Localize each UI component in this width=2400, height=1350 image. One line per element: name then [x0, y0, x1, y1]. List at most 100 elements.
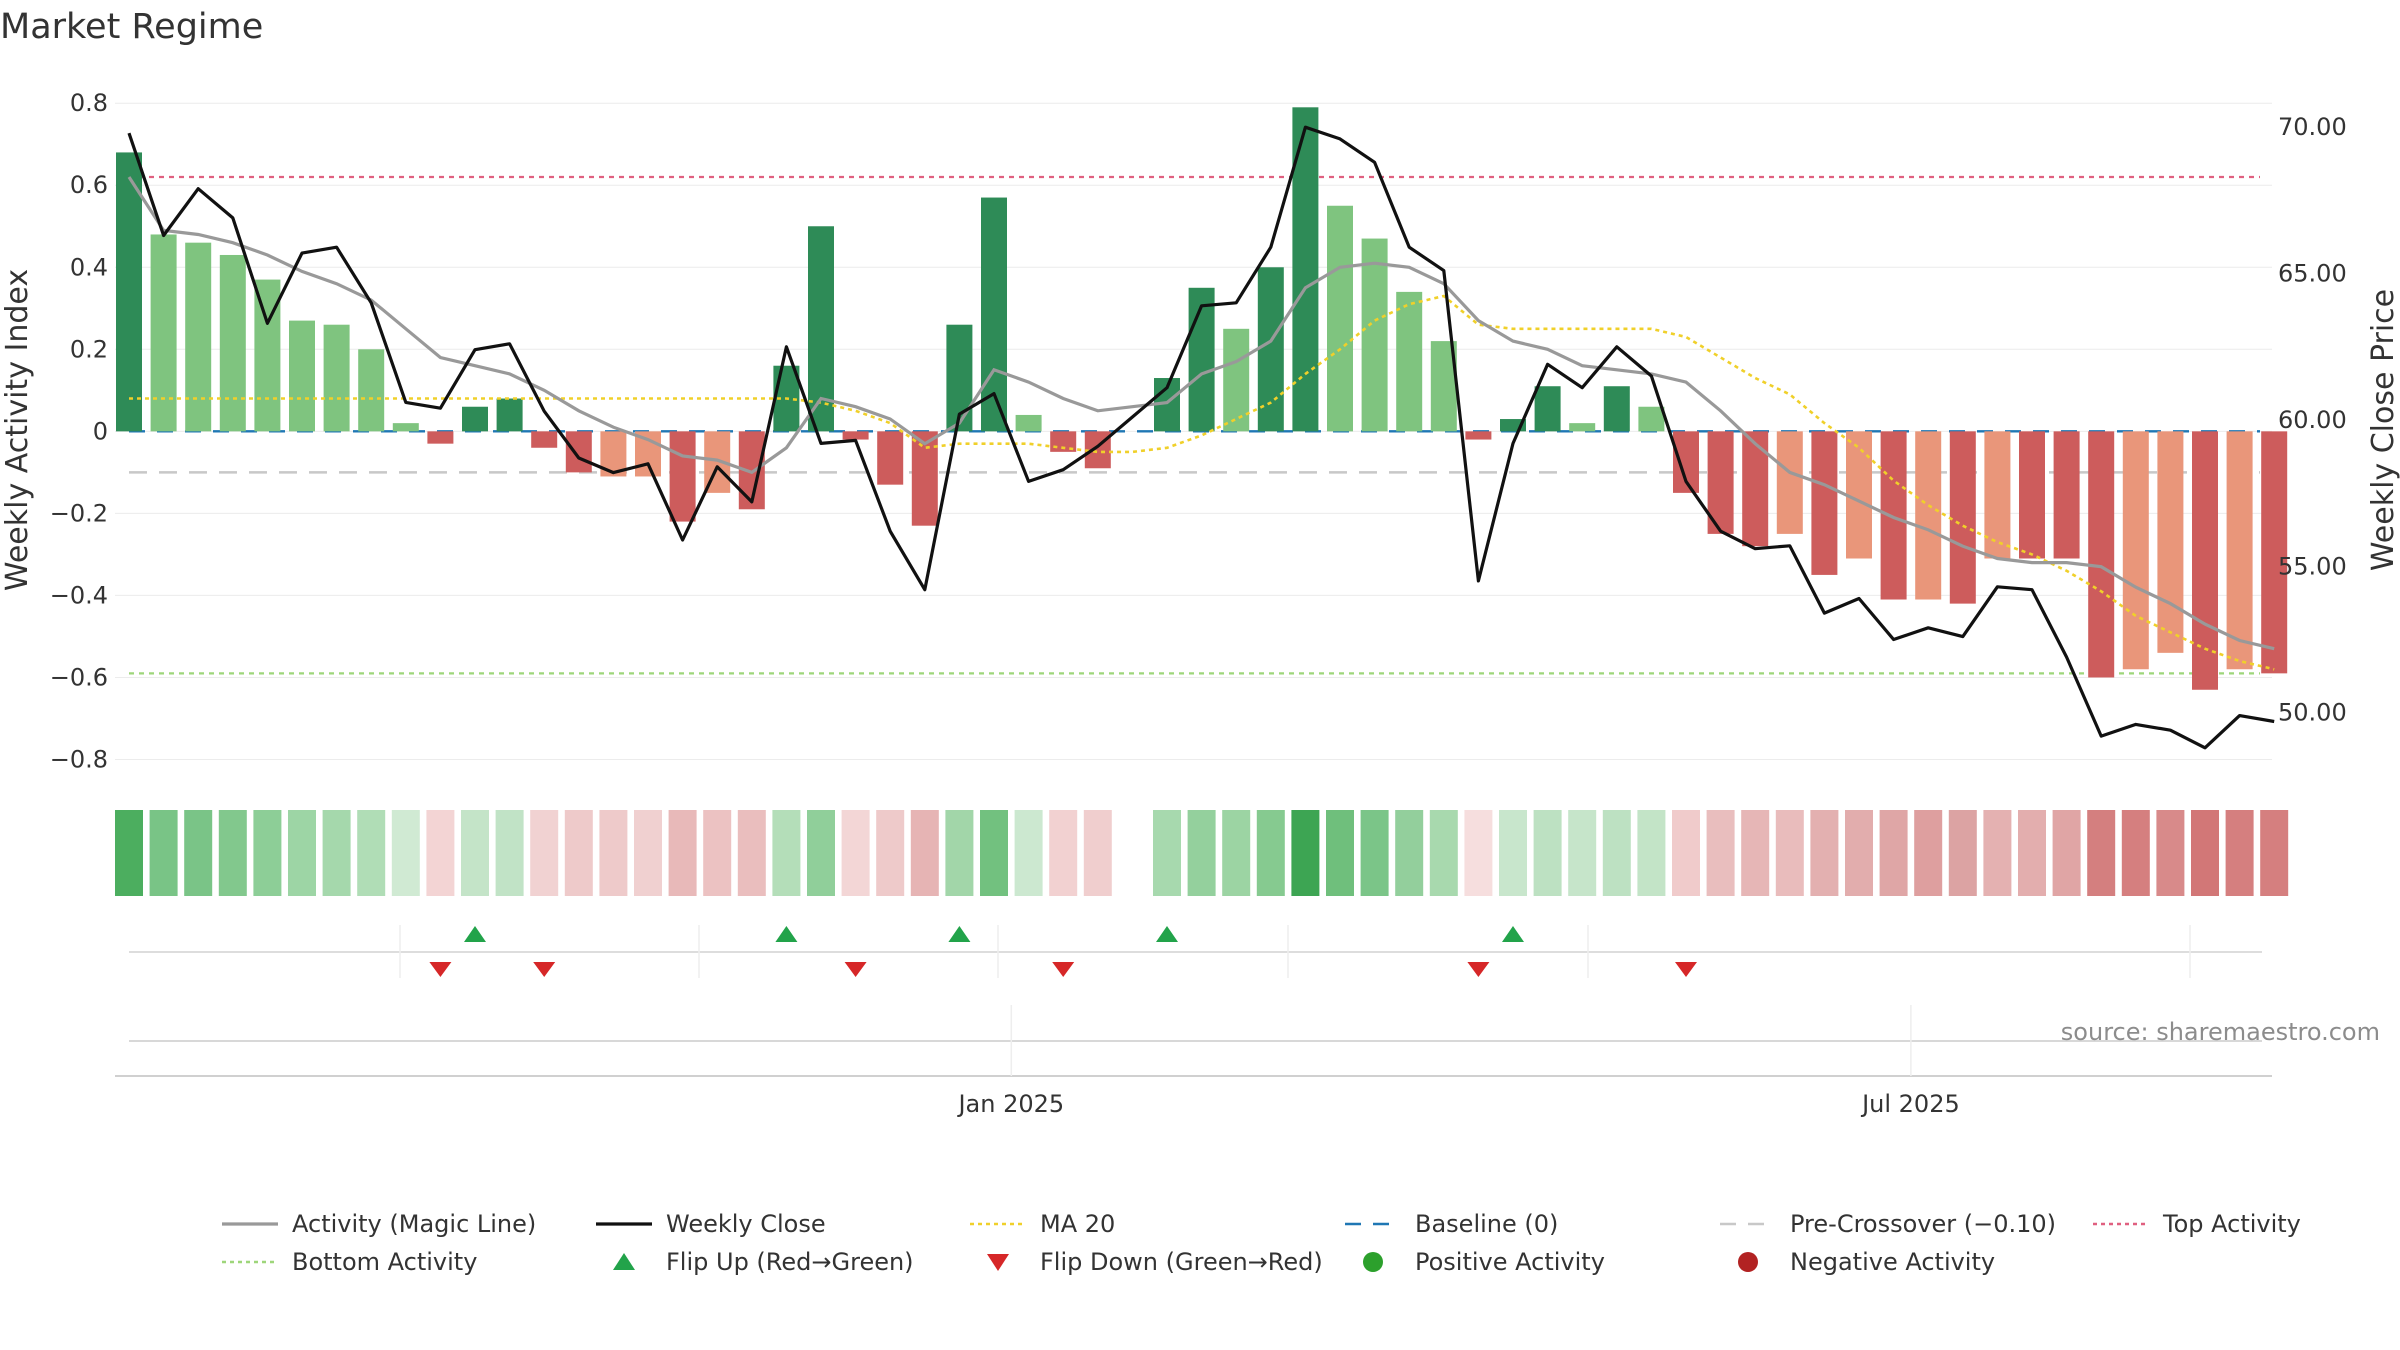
right-y-tick-label: 55.00	[2278, 552, 2347, 580]
activity-bar	[1949, 431, 1976, 604]
activity-bar	[150, 234, 177, 432]
left-y-tick-label: 0.4	[70, 253, 108, 281]
activity-bar	[1984, 431, 2011, 559]
regime-strip-cell	[1049, 810, 1078, 896]
regime-strip-cell	[1256, 810, 1285, 896]
right-y-axis-label: Weekly Close Price	[2366, 289, 2400, 571]
right-y-tick-label: 65.00	[2278, 260, 2347, 288]
regime-strip-cell	[253, 810, 282, 896]
activity-bar	[1465, 431, 1492, 440]
activity-bar	[1223, 328, 1250, 432]
legend-item: MA 20	[970, 1210, 1115, 1238]
regime-strip-cell	[668, 810, 697, 896]
regime-strip-cell	[1360, 810, 1389, 896]
activity-bar	[877, 431, 904, 485]
activity-bar	[2192, 431, 2218, 690]
x-tick-label: Jul 2025	[1860, 1090, 1960, 1118]
activity-bar	[1915, 431, 1942, 600]
regime-strip-cell	[1014, 810, 1043, 896]
regime-strip-cell	[1533, 810, 1562, 896]
activity-bar	[669, 431, 696, 522]
activity-bar	[565, 431, 592, 473]
regime-strip-cell	[1983, 810, 2012, 896]
ma20-line	[129, 294, 2275, 671]
legend-label: Activity (Magic Line)	[292, 1210, 536, 1238]
regime-strip-cell	[2225, 810, 2254, 896]
regime-strip-cell	[495, 810, 524, 896]
flip-down-marker	[429, 962, 452, 977]
legend-dot-icon	[1738, 1252, 1758, 1272]
flip-down-marker	[1052, 962, 1075, 977]
activity-bar	[462, 406, 488, 432]
left-y-tick-label: −0.2	[50, 499, 108, 527]
regime-strip-cell	[149, 810, 178, 896]
regime-strip-cell	[772, 810, 801, 896]
magic-line	[127, 176, 2275, 651]
activity-bar	[1396, 291, 1423, 432]
activity-bar	[2122, 431, 2149, 670]
regime-strip-cell	[2156, 810, 2185, 896]
activity-bar	[1188, 287, 1215, 432]
flip-up-icon	[613, 1253, 635, 1270]
activity-bar	[1534, 386, 1561, 432]
activity-bar	[1569, 423, 1596, 432]
regime-strip-cell	[1291, 810, 1320, 896]
activity-bar	[2226, 431, 2253, 670]
activity-bar	[1361, 238, 1388, 432]
activity-bar	[289, 320, 315, 432]
regime-strip-cell	[1118, 810, 1147, 896]
legend-label: Flip Up (Red→Green)	[666, 1248, 914, 1276]
regime-strip-cell	[426, 810, 455, 896]
activity-bar	[1015, 414, 1042, 432]
legend-item: Baseline (0)	[1345, 1210, 1558, 1238]
legend-item: Flip Down (Green→Red)	[987, 1248, 1323, 1276]
activity-bar	[392, 423, 419, 432]
legend-label: MA 20	[1040, 1210, 1115, 1238]
regime-strip-cell	[1810, 810, 1839, 896]
activity-bar	[219, 254, 246, 432]
legend-item: Bottom Activity	[222, 1248, 477, 1276]
legend-label: Pre-Crossover (−0.10)	[1790, 1210, 2056, 1238]
regime-strip-cell	[1948, 810, 1977, 896]
regime-strip-cell	[1499, 810, 1527, 896]
left-y-tick-label: −0.4	[50, 581, 108, 609]
activity-bar	[1327, 205, 1353, 432]
activity-bar	[2053, 431, 2080, 559]
activity-bar	[531, 431, 558, 448]
flip-up-marker	[464, 926, 486, 942]
regime-strip-cell	[461, 810, 489, 896]
x-tick-label: Jan 2025	[956, 1090, 1064, 1118]
legend-item: Negative Activity	[1738, 1248, 1995, 1276]
flip-down-icon	[987, 1254, 1009, 1271]
regime-strip-cell	[2087, 810, 2116, 896]
legend-item: Pre-Crossover (−0.10)	[1720, 1210, 2056, 1238]
regime-strip-cell	[1153, 810, 1181, 896]
left-y-tick-label: 0	[93, 417, 108, 445]
activity-bar	[1742, 431, 1769, 547]
activity-bar	[1811, 431, 1838, 575]
regime-strip-cell	[2018, 810, 2046, 896]
flip-markers-panel	[129, 925, 2262, 978]
regime-strip-cell	[807, 810, 835, 896]
legend-item: Positive Activity	[1363, 1248, 1605, 1276]
regime-strip-cell	[2260, 810, 2289, 896]
regime-strip-cell	[391, 810, 420, 896]
regime-strip-cell	[2052, 810, 2081, 896]
left-y-tick-label: 0.8	[70, 89, 108, 117]
activity-bar	[2157, 431, 2184, 653]
regime-strip-cell	[599, 810, 628, 896]
activity-bar	[2261, 431, 2288, 674]
left-y-axis: 0.8 0.6 0.4 0.2 0 −0.2 −0.4 −0.6 −0.8	[50, 89, 108, 773]
regime-strip-cell	[288, 810, 316, 896]
regime-strip-cell	[1741, 810, 1770, 896]
regime-strip-cell	[737, 810, 766, 896]
regime-strip-cell	[1568, 810, 1597, 896]
regime-strip-cell	[1672, 810, 1700, 896]
regime-strip-cell	[1222, 810, 1251, 896]
regime-strip-cell	[1775, 810, 1804, 896]
activity-bar	[1776, 431, 1803, 534]
left-y-tick-label: −0.6	[50, 663, 108, 691]
regime-strip-cell	[1187, 810, 1216, 896]
activity-bar	[185, 242, 212, 432]
